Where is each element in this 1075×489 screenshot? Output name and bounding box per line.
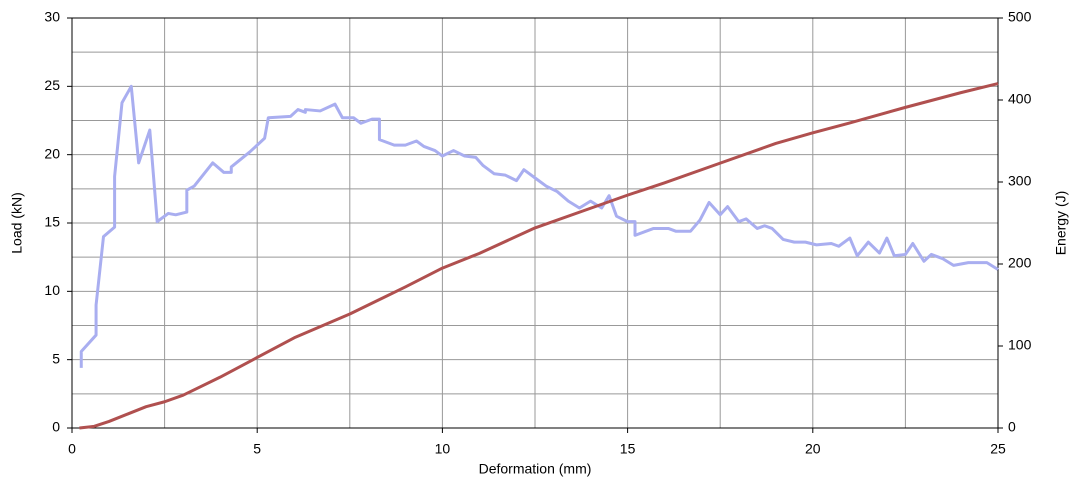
y-tick-label: 5: [52, 350, 60, 366]
y2-tick-label: 100: [1008, 337, 1032, 353]
y2-axis-label: Energy (J): [1053, 191, 1069, 256]
y2-tick-label: 0: [1008, 419, 1016, 435]
y2-tick-label: 500: [1008, 9, 1032, 25]
plot-frame: [71, 17, 999, 429]
y2-tick-label: 200: [1008, 255, 1032, 271]
y-tick-label: 0: [52, 419, 60, 435]
x-tick-label: 25: [990, 441, 1006, 457]
y2-tick-label: 300: [1008, 173, 1032, 189]
x-tick-label: 15: [620, 441, 636, 457]
series-line: [79, 84, 999, 368]
y-tick-label: 30: [44, 9, 60, 25]
x-tick-label: 20: [805, 441, 821, 457]
y2-tick-label: 400: [1008, 91, 1032, 107]
y-axis-label: Load (kN): [9, 192, 25, 253]
y-tick-label: 25: [44, 77, 60, 93]
series-line: [79, 82, 999, 430]
y-tick-label: 10: [44, 282, 60, 298]
x-axis-label: Deformation (mm): [479, 461, 592, 477]
x-tick-label: 0: [68, 441, 76, 457]
y-tick-label: 20: [44, 145, 60, 161]
x-tick-label: 5: [253, 441, 261, 457]
x-tick-label: 10: [435, 441, 451, 457]
y-tick-label: 15: [44, 214, 60, 230]
